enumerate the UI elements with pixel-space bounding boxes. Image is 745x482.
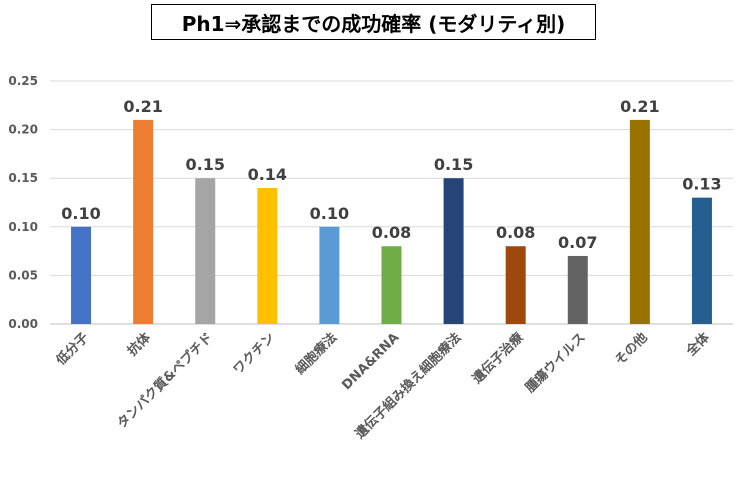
bar-series: [71, 119, 712, 324]
chart-title-box: Ph1⇒承認までの成功確率 (モダリティ別): [151, 4, 596, 40]
y-tick-label: 0.05: [8, 268, 38, 282]
bar: [319, 226, 340, 324]
category-label: DNA&RNA: [339, 330, 402, 393]
y-tick-label: 0.10: [8, 220, 38, 234]
category-label: 腫瘍ウイルス: [522, 330, 588, 396]
y-axis-tick-labels: 0.00 0.05 0.10 0.15 0.20 0.25: [8, 74, 38, 331]
y-tick-label: 0.15: [8, 171, 38, 185]
data-label: 0.15: [185, 155, 224, 174]
category-label: 遺伝子治療: [469, 329, 528, 388]
data-labels: 0.10 0.21 0.15 0.14 0.10 0.08 0.15 0.08 0.07 0.21…: [61, 97, 721, 252]
y-tick-label: 0.00: [8, 317, 38, 331]
category-label: 抗体: [124, 329, 154, 359]
data-label: 0.14: [248, 165, 287, 184]
bar: [443, 178, 464, 324]
category-label: 全体: [682, 329, 713, 360]
data-label: 0.07: [558, 233, 597, 252]
data-label: 0.10: [310, 204, 349, 223]
chart-title: Ph1⇒承認までの成功確率 (モダリティ別): [181, 11, 566, 36]
data-label: 0.10: [61, 204, 100, 223]
data-label: 0.08: [496, 223, 535, 242]
y-tick-label: 0.25: [8, 74, 38, 88]
data-label: 0.08: [372, 223, 411, 242]
data-label: 0.21: [123, 97, 162, 116]
data-label: 0.15: [434, 155, 473, 174]
data-label: 0.21: [620, 97, 659, 116]
bar: [257, 187, 278, 324]
category-label: ワクチン: [231, 330, 278, 377]
y-tick-label: 0.20: [8, 123, 38, 137]
bar: [133, 119, 154, 324]
bar: [567, 255, 588, 324]
category-label: その他: [612, 330, 651, 369]
bar: [691, 197, 712, 324]
bar: [505, 246, 526, 324]
category-label: 低分子: [52, 330, 92, 370]
bar: [71, 226, 92, 324]
bar: [629, 119, 650, 324]
data-label: 0.13: [682, 175, 721, 194]
category-label: 細胞療法: [292, 330, 340, 378]
bar: [195, 178, 216, 324]
bar: [381, 246, 402, 324]
category-label: 遺伝子組み換え細胞療法: [351, 330, 464, 443]
